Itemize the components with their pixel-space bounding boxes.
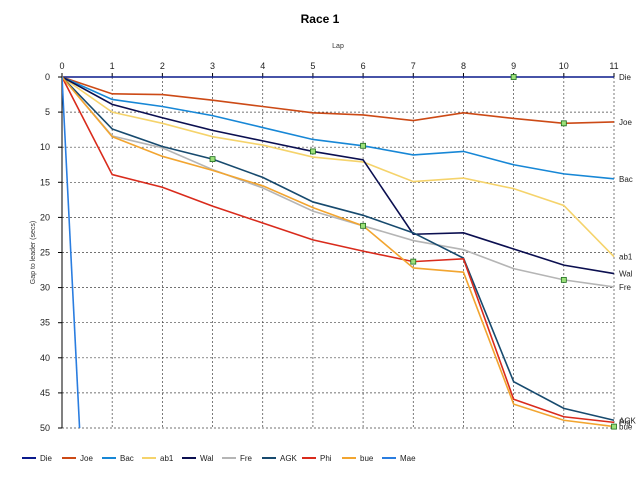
y-tick-label: 10 — [40, 142, 50, 152]
legend-label-die: Die — [40, 454, 53, 463]
series-line-wal — [62, 76, 615, 275]
x-tick-label: 7 — [411, 61, 416, 71]
end-label-bue: bue — [619, 423, 633, 432]
series-line-agk — [62, 76, 615, 422]
x-tick-label: 6 — [361, 61, 366, 71]
y-tick-label: 50 — [40, 423, 50, 433]
marker-phi — [410, 258, 417, 265]
marker-bue — [611, 423, 617, 430]
series-line-bac — [62, 76, 615, 180]
end-label-joe: Joe — [619, 118, 632, 127]
marker-fre — [560, 276, 567, 283]
y-tick-label: 25 — [40, 248, 50, 258]
marker-bac — [360, 142, 366, 149]
y-tick-label: 15 — [40, 177, 50, 187]
marker-agk — [209, 156, 216, 163]
marker-joe — [560, 120, 567, 127]
legend-label-phi: Phi — [320, 454, 332, 463]
y-tick-label: 20 — [40, 212, 50, 222]
y-tick-label: 35 — [40, 318, 50, 328]
y-tick-label: 30 — [40, 283, 50, 293]
x-tick-label: 2 — [160, 61, 165, 71]
series-line-phi — [62, 76, 615, 424]
x-tick-label: 3 — [210, 61, 215, 71]
series-line-mae — [62, 76, 81, 428]
chart-title: Race 1 — [300, 12, 340, 26]
end-label-phi: Phi — [619, 418, 631, 427]
x-tick-label: 11 — [609, 61, 618, 71]
series-line-joe — [62, 76, 615, 125]
legend-label-joe: Joe — [80, 454, 93, 463]
x-tick-label: 8 — [461, 61, 466, 71]
marker-die — [510, 74, 517, 80]
x-tick-label: 5 — [310, 61, 315, 71]
y-axis-title: Gap to leader (secs) — [30, 221, 37, 284]
end-label-agk: AGK — [619, 416, 637, 425]
end-label-wal: Wal — [619, 270, 633, 279]
end-label-ab1: ab1 — [619, 253, 633, 262]
x-tick-label: 9 — [511, 61, 516, 71]
end-label-fre: Fre — [619, 283, 632, 292]
series-line-ab1 — [62, 76, 615, 258]
legend-label-agk: AGK — [280, 454, 298, 463]
marker-wal — [310, 148, 316, 155]
legend-label-bue: bue — [360, 454, 374, 463]
marker-bue — [360, 222, 366, 229]
legend-label-fre: Fre — [240, 454, 253, 463]
series-line-bue — [62, 76, 615, 428]
y-tick-label: 0 — [45, 72, 50, 82]
x-tick-label: 0 — [59, 61, 64, 71]
y-tick-label: 5 — [45, 107, 50, 117]
end-label-bac: Bac — [619, 175, 633, 184]
x-tick-label: 1 — [110, 61, 115, 71]
y-tick-label: 40 — [40, 353, 50, 363]
series-line-fre — [62, 76, 615, 288]
legend-label-mae: Mae — [400, 454, 416, 463]
end-label-die: Die — [619, 73, 632, 82]
x-tick-label: 10 — [559, 61, 569, 71]
x-tick-label: 4 — [260, 61, 265, 71]
legend-label-bac: Bac — [120, 454, 134, 463]
legend-label-wal: Wal — [200, 454, 214, 463]
y-tick-label: 45 — [40, 388, 50, 398]
x-axis-title: Lap — [332, 43, 344, 50]
legend-label-ab1: ab1 — [160, 454, 174, 463]
